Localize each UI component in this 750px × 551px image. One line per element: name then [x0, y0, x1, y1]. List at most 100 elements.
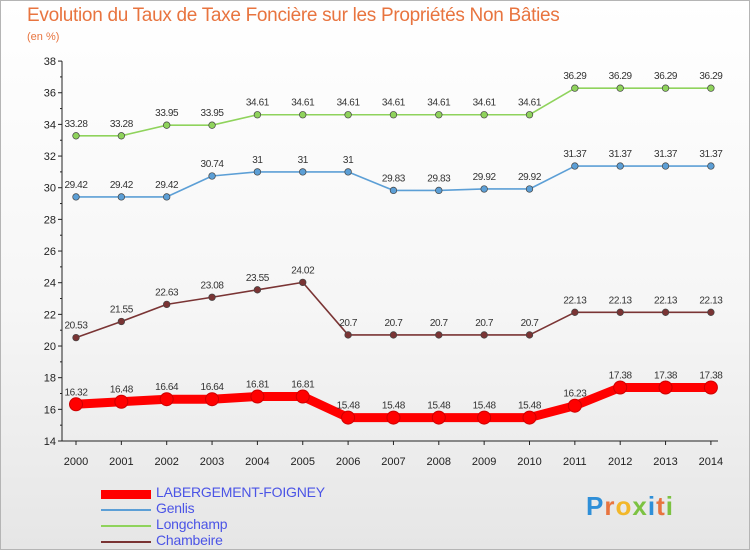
- data-label: 29.83: [427, 173, 451, 184]
- x-tick-label: 2007: [381, 456, 405, 468]
- data-label: 36.29: [654, 71, 678, 82]
- data-point: [389, 111, 398, 119]
- data-point: [477, 410, 492, 425]
- data-point: [571, 162, 579, 170]
- data-point: [658, 380, 673, 395]
- data-label: 22.63: [155, 287, 179, 298]
- data-point: [250, 389, 265, 404]
- data-point: [72, 193, 80, 201]
- data-label: 16.81: [291, 380, 315, 391]
- y-tick-label: 26: [44, 246, 56, 258]
- y-tick-label: 18: [44, 373, 56, 385]
- data-label: 22.13: [609, 295, 633, 306]
- data-point: [661, 84, 670, 92]
- data-label: 33.95: [201, 108, 225, 119]
- data-point: [525, 111, 534, 119]
- data-point: [616, 308, 624, 316]
- data-point: [208, 121, 216, 129]
- data-point: [661, 162, 670, 170]
- x-tick-label: 2013: [653, 456, 677, 468]
- data-point: [480, 111, 488, 119]
- data-point: [703, 380, 718, 395]
- legend-swatch: [101, 489, 151, 499]
- data-point: [163, 300, 171, 309]
- logo-letter: x: [632, 491, 648, 521]
- x-tick-label: 2011: [563, 456, 587, 468]
- data-label: 31.37: [654, 149, 678, 160]
- data-label: 16.23: [563, 389, 587, 400]
- unit-label: (en %): [27, 31, 60, 43]
- data-label: 30.74: [201, 159, 225, 170]
- data-label: 20.7: [475, 318, 494, 329]
- data-label: 29.42: [64, 180, 88, 191]
- legend-label: Genlis: [156, 500, 195, 516]
- data-label: 31.37: [563, 149, 587, 160]
- y-tick-label: 30: [44, 183, 56, 195]
- data-label: 29.83: [382, 173, 406, 184]
- data-point: [389, 186, 398, 195]
- data-label: 31: [298, 155, 309, 166]
- data-label: 29.42: [110, 180, 134, 191]
- data-point: [707, 162, 715, 170]
- data-label: 21.55: [110, 304, 134, 315]
- data-point: [72, 333, 80, 342]
- data-point: [253, 168, 262, 176]
- data-label: 20.53: [64, 321, 88, 332]
- data-point: [344, 168, 352, 176]
- y-tick-label: 16: [44, 404, 56, 416]
- data-point: [613, 380, 628, 395]
- data-label: 22.13: [563, 295, 587, 306]
- y-tick-label: 36: [44, 88, 56, 100]
- data-point: [117, 193, 125, 201]
- data-point: [389, 331, 398, 339]
- legend-swatch: [101, 541, 151, 543]
- data-point: [435, 186, 443, 195]
- legend-swatch: [101, 525, 151, 527]
- data-label: 36.29: [609, 71, 633, 82]
- logo-letter: r: [604, 491, 616, 521]
- data-label: 34.61: [337, 98, 361, 109]
- data-label: 22.13: [699, 295, 723, 306]
- data-point: [253, 111, 262, 119]
- data-point: [525, 185, 534, 193]
- x-tick-label: 2002: [154, 456, 178, 468]
- data-point: [344, 111, 352, 119]
- data-point: [616, 162, 624, 170]
- data-label: 16.64: [155, 382, 179, 393]
- data-label: 34.61: [291, 98, 315, 109]
- logo-letter: i: [665, 491, 674, 521]
- y-tick-label: 24: [44, 278, 56, 290]
- data-label: 31: [343, 155, 354, 166]
- data-label: 17.38: [654, 370, 678, 381]
- data-point: [117, 132, 125, 140]
- data-label: 33.28: [64, 119, 88, 130]
- data-point: [299, 278, 307, 287]
- data-label: 34.61: [518, 98, 542, 109]
- legend-label: Longchamp: [156, 516, 228, 532]
- data-label: 15.48: [518, 401, 542, 412]
- data-label: 34.61: [246, 98, 270, 109]
- data-point: [299, 111, 307, 119]
- data-point: [571, 308, 579, 316]
- y-tick-label: 34: [44, 119, 56, 131]
- x-tick-label: 2012: [608, 456, 632, 468]
- data-label: 31.37: [699, 149, 723, 160]
- data-label: 15.48: [427, 401, 451, 412]
- data-label: 16.48: [110, 385, 134, 396]
- data-point: [435, 111, 443, 119]
- data-point: [567, 398, 582, 413]
- data-point: [341, 410, 356, 425]
- data-point: [205, 392, 220, 407]
- data-label: 31: [252, 155, 263, 166]
- x-tick-label: 2006: [336, 456, 360, 468]
- data-point: [480, 185, 488, 193]
- y-tick-label: 20: [44, 341, 56, 353]
- data-point: [707, 308, 715, 316]
- logo-letter: t: [656, 491, 666, 521]
- data-point: [159, 392, 174, 407]
- x-tick-label: 2000: [64, 456, 88, 468]
- data-point: [661, 308, 670, 316]
- data-point: [295, 389, 310, 404]
- data-label: 17.38: [609, 370, 633, 381]
- data-point: [525, 331, 534, 339]
